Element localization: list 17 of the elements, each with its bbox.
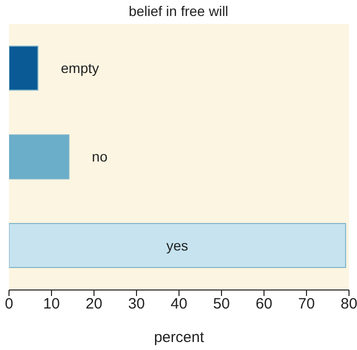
chart-title: belief in free will	[128, 2, 230, 21]
bar	[9, 223, 346, 268]
x-tick-label: 0	[4, 296, 14, 313]
x-tick-label: 80	[340, 296, 357, 313]
y-tick-label: yes	[166, 237, 188, 254]
x-tick-label: 50	[213, 296, 230, 313]
x-axis-title: percent	[154, 329, 205, 346]
y-tick-label: empty	[60, 60, 100, 76]
x-tick-label: 20	[86, 296, 102, 313]
x-tick-label: 30	[128, 296, 145, 313]
y-tick-label: no	[92, 148, 108, 165]
bar	[9, 134, 70, 180]
x-tick-label: 40	[170, 296, 188, 313]
x-tick-label: 10	[43, 296, 60, 313]
x-tick-label: 60	[256, 296, 272, 313]
bar	[9, 46, 38, 91]
x-tick-label: 70	[298, 296, 315, 313]
